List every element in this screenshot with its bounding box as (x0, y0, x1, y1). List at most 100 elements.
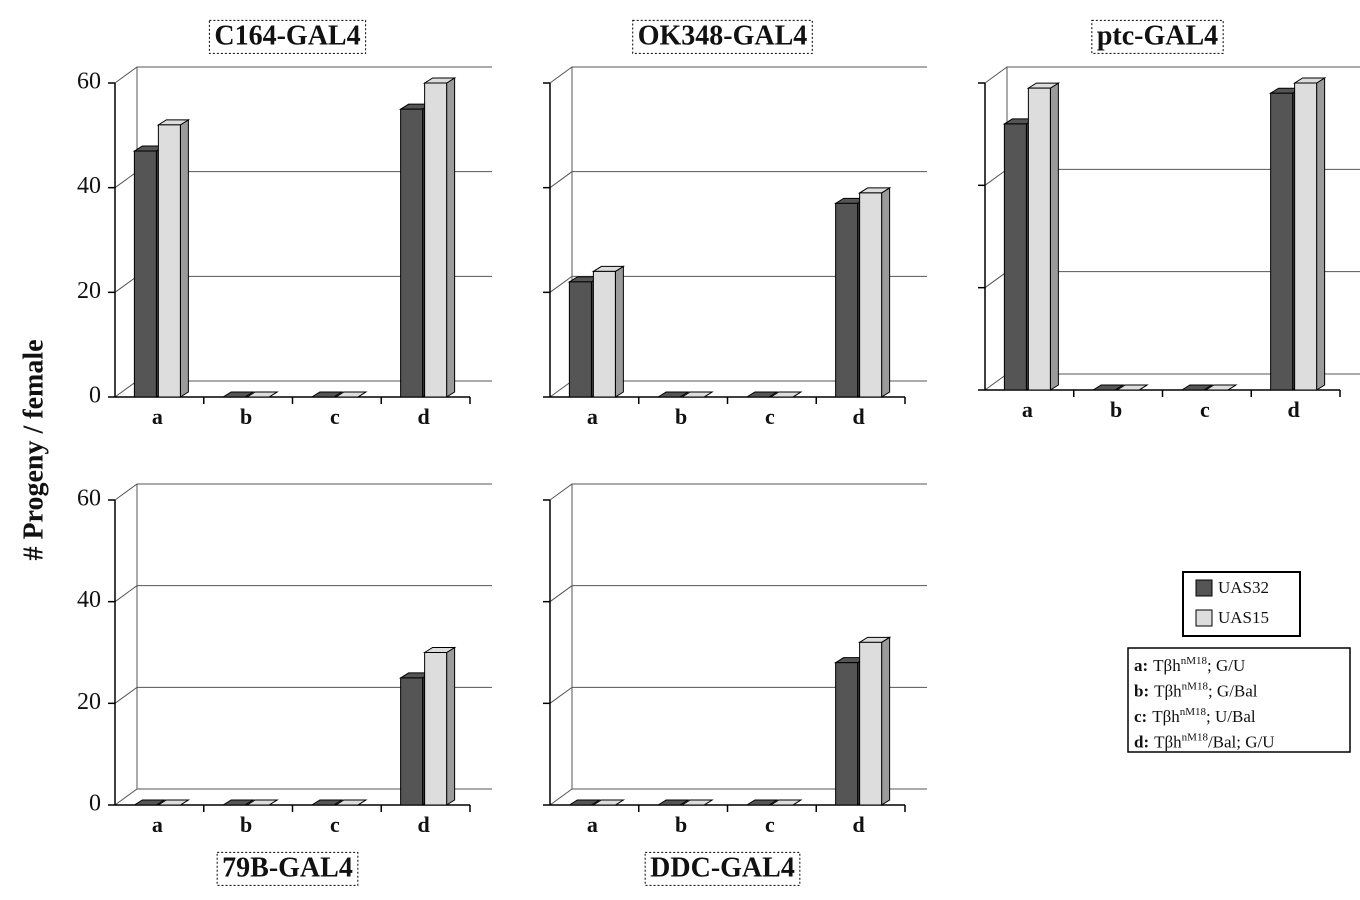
bar-top (334, 799, 368, 806)
key-sup: nM18 (1181, 655, 1208, 667)
bar-top (1180, 384, 1214, 391)
bar-top (745, 799, 779, 806)
bar-front (1027, 87, 1051, 391)
bar (656, 799, 690, 806)
bar-top (567, 799, 602, 806)
key-entry: a: TβhnM18; G/U (1134, 655, 1245, 675)
x-tick-label: b (240, 812, 252, 837)
bar (1180, 384, 1214, 391)
key-prefix: Tβh (1152, 707, 1180, 726)
x-tick-label: d (418, 404, 430, 429)
key-letter: a: (1134, 656, 1148, 675)
key-suffix: ; G/U (1207, 656, 1245, 675)
legend-label: UAS32 (1218, 578, 1269, 597)
title-box (644, 851, 801, 886)
y-tick-label: 60 (77, 486, 101, 512)
bar-side (614, 265, 624, 398)
bar (310, 799, 344, 806)
bar (245, 799, 279, 806)
bar-front (400, 677, 424, 806)
x-tick-label: c (330, 812, 340, 837)
bar-top (769, 391, 803, 398)
bar (745, 391, 779, 398)
bar-top (1115, 384, 1149, 391)
chart-title: 79B-GAL4 (222, 852, 353, 883)
key-prefix: Tβh (1154, 732, 1182, 751)
bar-top (745, 391, 779, 398)
bar-side (179, 118, 189, 398)
bar-top (1204, 384, 1238, 391)
bar (769, 391, 803, 398)
y-tick-label: 40 (77, 173, 101, 199)
key-box (1127, 647, 1351, 753)
grid-line (549, 585, 927, 603)
x-tick-label: a (587, 812, 598, 837)
bar-top (334, 391, 368, 398)
bar (857, 636, 892, 806)
bar (156, 118, 191, 398)
bar-front (835, 202, 859, 398)
legend-swatch (1195, 609, 1213, 627)
y-tick-label: 0 (89, 791, 101, 817)
bar (1115, 384, 1149, 391)
title-box (632, 19, 813, 54)
bar (422, 77, 457, 398)
bar-front (400, 108, 424, 398)
bar-side (1049, 82, 1059, 391)
bar-top (656, 391, 690, 398)
bar (221, 391, 255, 398)
key-suffix: ; U/Bal (1206, 707, 1256, 726)
bar (1292, 77, 1327, 391)
bar-top (680, 391, 714, 398)
bar-front (1270, 92, 1294, 391)
x-tick-label: c (765, 812, 775, 837)
bar-top (591, 799, 626, 806)
y-tick-label: 60 (77, 69, 101, 95)
key-letter: b: (1134, 681, 1149, 700)
y-tick-label: 0 (89, 383, 101, 409)
bar-front (424, 652, 448, 806)
bar-front (835, 662, 859, 806)
title-box (1091, 19, 1224, 54)
bar-side (446, 646, 456, 806)
bar (310, 391, 344, 398)
key-entry: d: TβhnM18/Bal; G/U (1134, 731, 1275, 751)
bar-front (157, 124, 181, 398)
key-suffix: /Bal; G/U (1208, 732, 1275, 751)
title-box (208, 19, 367, 54)
x-tick-label: b (675, 812, 687, 837)
bar (680, 799, 714, 806)
key-entry: b: TβhnM18; G/Bal (1134, 680, 1258, 700)
chart-title: DDC-GAL4 (650, 852, 795, 883)
bar-side (881, 186, 891, 398)
x-tick-label: b (675, 404, 687, 429)
x-tick-label: b (1110, 397, 1122, 422)
bar-top (310, 799, 344, 806)
x-tick-label: c (765, 404, 775, 429)
bar-front (133, 150, 157, 398)
legend-swatch (1195, 579, 1213, 597)
key-prefix: Tβh (1153, 656, 1181, 675)
bar (680, 391, 714, 398)
x-tick-label: a (1022, 397, 1033, 422)
bar (1026, 82, 1061, 391)
key-letter: c: (1134, 707, 1147, 726)
key-prefix: Tβh (1154, 681, 1182, 700)
key-sup: nM18 (1182, 680, 1209, 692)
bar-top (680, 799, 714, 806)
x-tick-label: c (330, 404, 340, 429)
grid-line (114, 585, 492, 603)
grid-line (549, 171, 927, 189)
bar-top (132, 799, 167, 806)
key-suffix: ; G/Bal (1208, 681, 1258, 700)
bar-top (221, 391, 255, 398)
grid-line (114, 483, 492, 501)
bar-front (568, 281, 592, 398)
x-tick-label: c (1200, 397, 1210, 422)
y-tick-label: 20 (77, 689, 101, 715)
key-sup: nM18 (1182, 731, 1209, 743)
bar (334, 799, 368, 806)
bar-front (1294, 82, 1318, 391)
x-tick-label: d (1288, 397, 1300, 422)
